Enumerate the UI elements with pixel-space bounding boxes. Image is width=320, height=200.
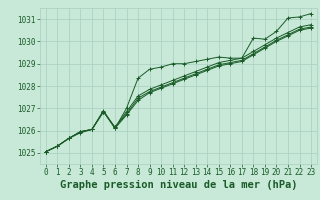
- X-axis label: Graphe pression niveau de la mer (hPa): Graphe pression niveau de la mer (hPa): [60, 180, 297, 190]
